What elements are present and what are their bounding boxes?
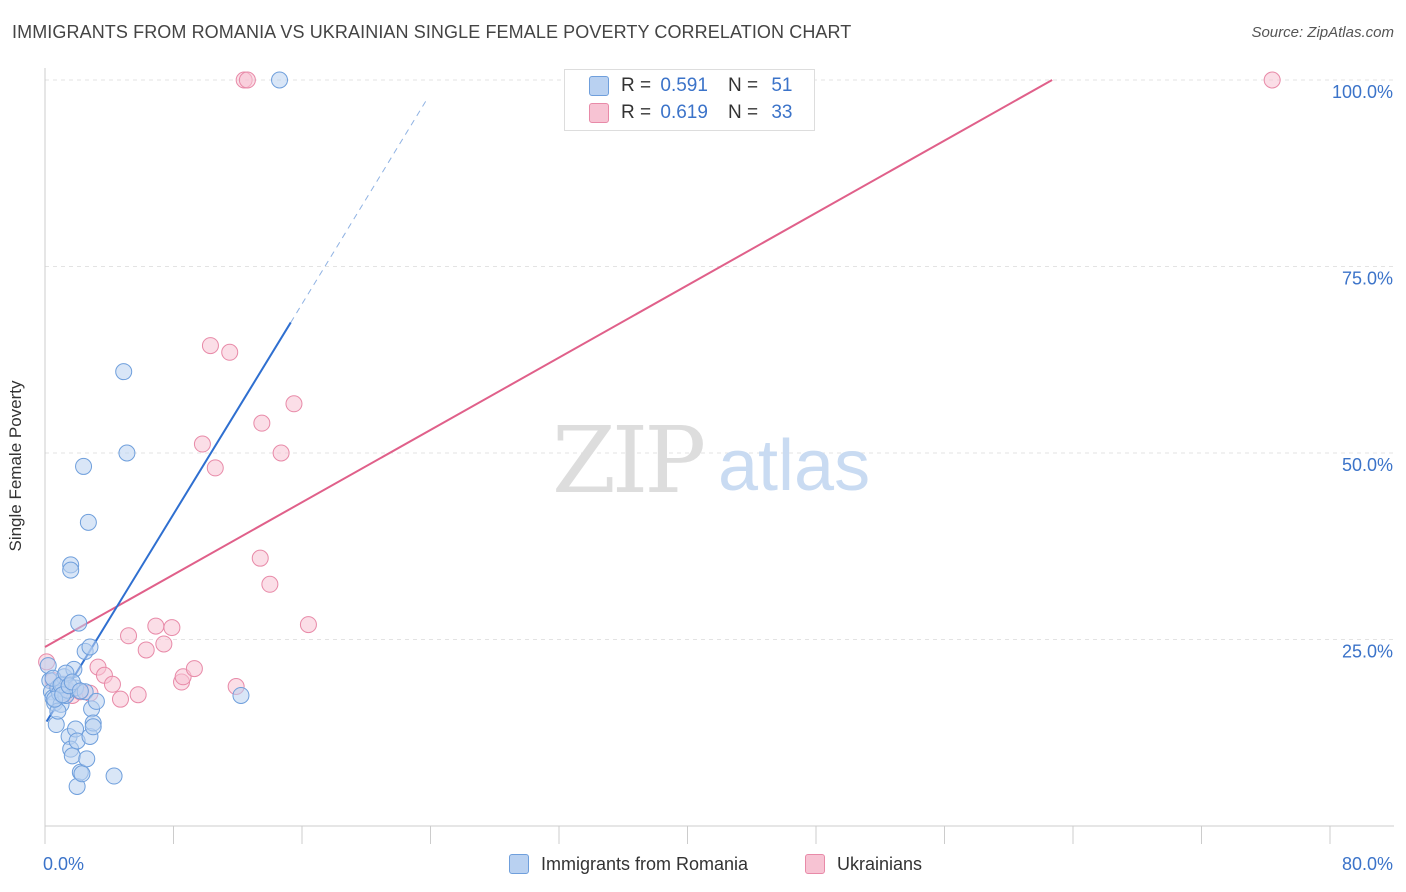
romania-point <box>75 457 93 475</box>
ukrainians-point <box>193 435 211 453</box>
ukrainians-point <box>185 660 203 678</box>
chart-source: Source: ZipAtlas.com <box>1251 24 1394 41</box>
r-value: 0.619 <box>660 102 708 123</box>
romania-swatch <box>589 76 609 96</box>
ukrainians-point <box>285 395 303 413</box>
watermark-atlas: atlas <box>718 426 870 506</box>
romania-point <box>115 363 133 381</box>
romania-point <box>70 614 88 632</box>
axes-layer <box>44 68 1394 844</box>
ukrainians-legend-swatch <box>805 854 825 874</box>
ukrainians-point <box>253 414 271 432</box>
legend-row-romania: R = 0.591 N = 51 <box>589 74 792 98</box>
romania-point <box>84 718 102 736</box>
romania-point <box>63 747 81 765</box>
romania-trend-extension <box>290 98 428 323</box>
ukrainians-point <box>111 690 129 708</box>
correlation-legend: R = 0.591 N = 51 R = 0.619 N = 33 <box>564 69 815 131</box>
y-axis-label: Single Female Poverty <box>6 380 25 552</box>
grid-layer <box>45 79 1394 640</box>
ukrainians-point <box>1263 71 1281 89</box>
romania-point <box>71 682 89 700</box>
y-tick-label: 50.0% <box>1342 455 1393 475</box>
romania-point <box>271 71 289 89</box>
romania-point <box>73 765 91 783</box>
legend-label-romania: Immigrants from Romania <box>541 853 749 874</box>
r-value: 0.591 <box>660 75 708 96</box>
ukrainians-swatch <box>589 103 609 123</box>
ukrainians-point <box>251 549 269 567</box>
ukrainians-point <box>155 635 173 653</box>
ukrainians-point <box>261 575 279 593</box>
points-layer <box>38 71 1281 795</box>
ukrainians-point <box>163 619 181 637</box>
romania-point <box>81 638 99 656</box>
r-label: R = <box>621 102 652 123</box>
ukrainians-point <box>206 459 224 477</box>
romania-point <box>118 444 136 462</box>
ukrainians-point <box>137 641 155 659</box>
ukrainians-point <box>221 343 239 361</box>
n-value: 33 <box>771 102 793 123</box>
romania-legend-swatch <box>509 854 529 874</box>
legend-item-ukrainians: Ukrainians <box>805 852 922 876</box>
watermark: ZIP atlas <box>552 407 870 514</box>
legend-item-romania: Immigrants from Romania <box>509 852 748 876</box>
ukrainians-point <box>272 444 290 462</box>
ukrainians-point <box>147 617 165 635</box>
watermark-zip: ZIP <box>552 407 703 514</box>
romania-point <box>87 692 105 710</box>
ukrainians-point <box>103 675 121 693</box>
ukrainians-point <box>120 627 138 645</box>
n-value: 51 <box>771 75 793 96</box>
ukrainians-point <box>238 71 256 89</box>
y-tick-label: 75.0% <box>1342 269 1393 289</box>
tick-labels: 25.0% 50.0% 75.0% 100.0% 0.0% 80.0% <box>43 82 1393 874</box>
trend-lines <box>44 79 1053 723</box>
ukrainians-point <box>129 686 147 704</box>
ukrainians-point <box>201 337 219 355</box>
romania-point <box>79 513 97 531</box>
chart-title: IMMIGRANTS FROM ROMANIA VS UKRAINIAN SIN… <box>12 22 852 42</box>
n-label: N = <box>727 102 759 123</box>
romania-point <box>78 750 96 768</box>
romania-point <box>105 767 123 785</box>
romania-point <box>232 686 250 704</box>
ukrainians-point <box>299 616 317 634</box>
y-tick-label: 25.0% <box>1342 642 1393 662</box>
ukrainians-trend-line <box>44 79 1053 648</box>
legend-label-ukrainians: Ukrainians <box>837 853 923 874</box>
romania-point <box>62 561 80 579</box>
legend-row-ukrainians: R = 0.619 N = 33 <box>589 101 792 125</box>
x-tick-label: 80.0% <box>1342 854 1393 874</box>
r-label: R = <box>621 75 652 96</box>
y-tick-label: 100.0% <box>1332 82 1393 102</box>
x-tick-label: 0.0% <box>43 854 84 874</box>
n-label: N = <box>727 75 759 96</box>
